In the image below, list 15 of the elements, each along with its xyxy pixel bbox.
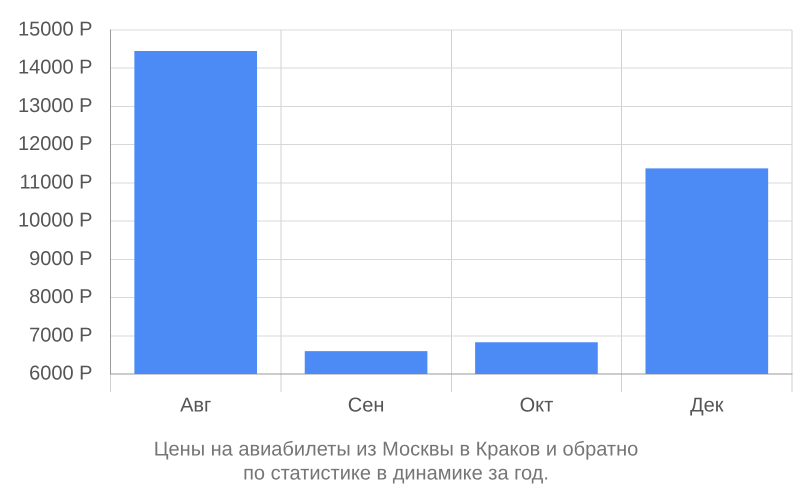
x-tick-label: Сен <box>348 394 384 417</box>
x-tick-label: Авг <box>180 394 212 417</box>
y-tick-label: 12000 Р <box>18 133 93 156</box>
y-tick-label: 13000 Р <box>18 94 93 117</box>
y-tick-label: 9000 Р <box>29 248 93 270</box>
y-tick-label: 11000 Р <box>19 171 93 194</box>
text: Цены на авиабилеты из Москвы в Краков и обратно по статистике в динамике за год. <box>154 438 638 485</box>
y-tick-label: 15000 Р <box>18 18 93 41</box>
y-tick-label: 7000 Р <box>29 324 93 346</box>
x-tick-label: Окт <box>520 394 554 417</box>
y-tick-label: 14000 Р <box>18 56 93 79</box>
y-tick-label: 8000 Р <box>29 286 93 308</box>
y-tick-label: 10000 Р <box>18 210 93 232</box>
x-tick-label: Дек <box>690 394 724 417</box>
y-tick-label: 6000 Р <box>29 362 93 385</box>
